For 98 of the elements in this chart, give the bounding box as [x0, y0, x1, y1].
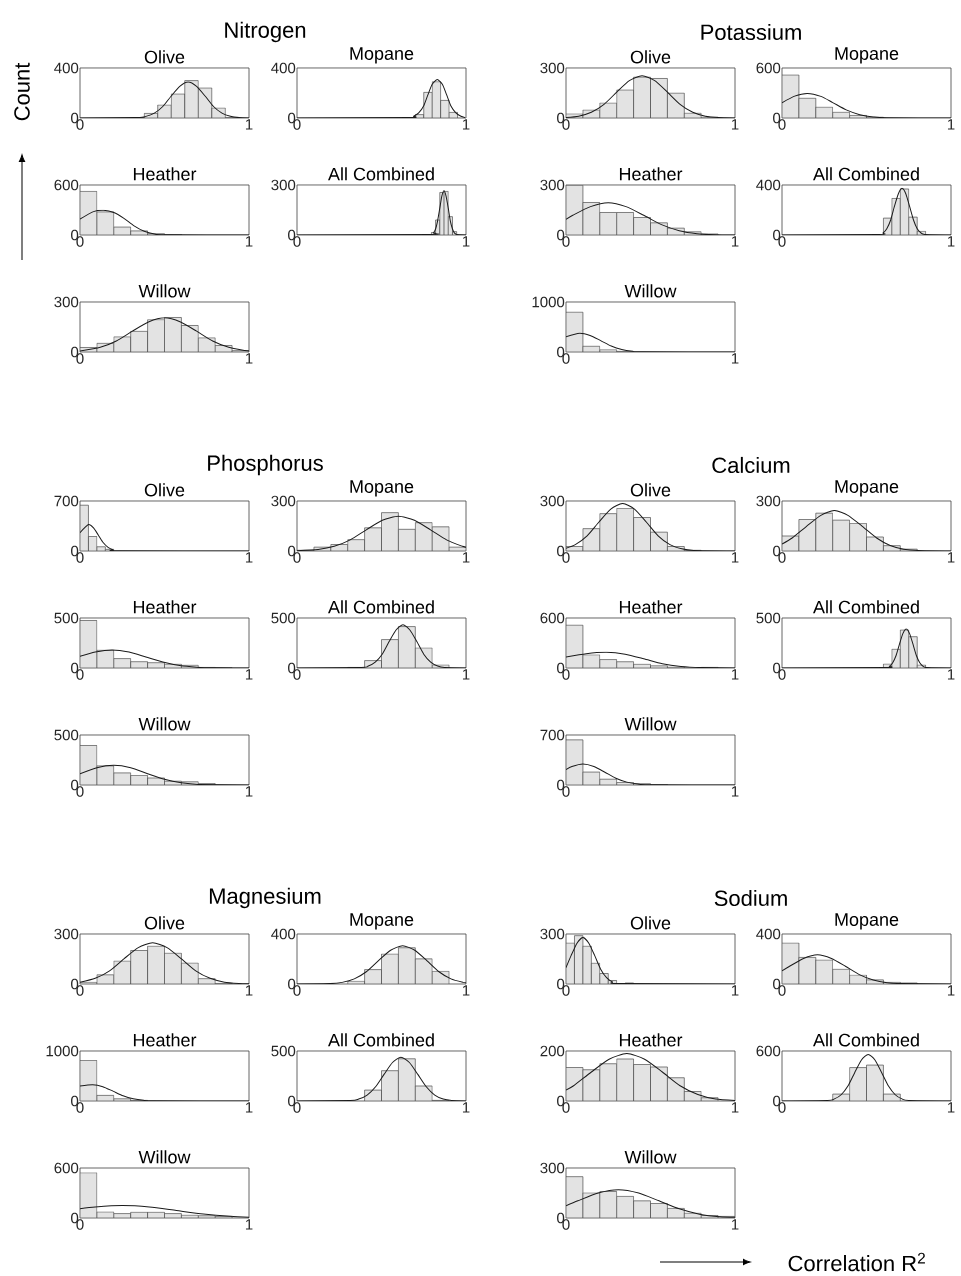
chart-title: All Combined [328, 1033, 434, 1047]
y-tick-label: 300 [540, 179, 565, 191]
chart-title: All Combined [813, 167, 919, 181]
y-tick-label: 300 [540, 1162, 565, 1174]
x-tick-label: 1 [731, 552, 739, 563]
x-tick-label: 1 [731, 786, 739, 797]
y-tick-label: 300 [54, 928, 79, 940]
x-tick-label: 1 [947, 119, 955, 130]
x-tick-label: 1 [245, 669, 253, 680]
y-tick-label: 400 [756, 928, 781, 940]
x-tick-label: 1 [462, 552, 470, 563]
chart-title: Olive [144, 916, 185, 930]
chart-title: All Combined [813, 1033, 919, 1047]
y-tick-label: 600 [540, 612, 565, 624]
x-tick-label: 1 [731, 985, 739, 996]
chart-title: Heather [133, 1033, 197, 1047]
chart-title: Mopane [350, 913, 414, 930]
x-tick-label: 1 [462, 236, 470, 247]
y-tick-label: 300 [271, 495, 296, 507]
y-tick-label: 1000 [46, 1045, 79, 1057]
y-tick-label: 600 [756, 62, 781, 74]
chart-title: Mopane [835, 47, 899, 64]
chart-title: Heather [619, 600, 683, 614]
y-tick-label: 300 [540, 928, 565, 940]
y-tick-label: 500 [271, 612, 296, 624]
y-tick-label: 400 [756, 179, 781, 191]
x-tick-label: 1 [731, 1219, 739, 1230]
chart-title: Mopane [350, 480, 414, 497]
chart-title: Heather [133, 600, 197, 614]
chart-title: Olive [630, 483, 671, 497]
chart-title: Willow [138, 717, 191, 731]
chart-title: Olive [144, 483, 185, 497]
chart-title: Mopane [350, 47, 414, 64]
text: Potassium [701, 23, 801, 41]
chart-title: Heather [133, 167, 197, 181]
y-tick-label: 500 [756, 612, 781, 624]
x-tick-label: 1 [731, 236, 739, 247]
y-tick-label: 1000 [532, 296, 565, 308]
x-tick-label: 1 [245, 1219, 253, 1230]
chart-title: All Combined [813, 600, 919, 614]
y-tick-label: 300 [540, 495, 565, 507]
x-tick-label: 1 [245, 353, 253, 364]
x-tick-label: 1 [947, 985, 955, 996]
chart-title: Willow [624, 284, 677, 298]
chart-title: Mopane [835, 480, 899, 497]
y-tick-label: 500 [271, 1045, 296, 1057]
y-tick-label: 500 [54, 612, 79, 624]
chart-title: All Combined [328, 167, 434, 181]
x-tick-label: 1 [245, 1102, 253, 1113]
chart-title: Mopane [835, 913, 899, 930]
x-tick-label: 1 [462, 119, 470, 130]
x-tick-label: 1 [245, 985, 253, 996]
x-tick-label: 1 [947, 1102, 955, 1113]
y-tick-label: 500 [54, 729, 79, 741]
x-tick-label: 1 [731, 353, 739, 364]
chart-title: Heather [619, 1033, 683, 1047]
y-tick-label: 300 [271, 179, 296, 191]
y-tick-label: 600 [54, 179, 79, 191]
text: Calcium [712, 456, 790, 474]
x-tick-label: 1 [947, 236, 955, 247]
y-tick-label: 600 [756, 1045, 781, 1057]
x-tick-label: 1 [947, 552, 955, 563]
chart-title: Olive [630, 916, 671, 930]
chart-title: All Combined [328, 600, 434, 614]
y-tick-label: 400 [271, 62, 296, 74]
chart-title: Willow [624, 717, 677, 731]
y-tick-label: 400 [54, 62, 79, 74]
chart-title: Willow [138, 284, 191, 298]
text: Nitrogen [225, 21, 306, 43]
x-tick-label: 1 [731, 1102, 739, 1113]
y-tick-label: 700 [540, 729, 565, 741]
chart-title: Olive [144, 50, 185, 64]
x-tick-label: 1 [462, 1102, 470, 1113]
text: Phosphorus [208, 454, 323, 476]
x-tick-label: 1 [731, 119, 739, 130]
chart-title: Olive [630, 50, 671, 64]
x-tick-label: 1 [731, 669, 739, 680]
y-tick-label: 600 [54, 1162, 79, 1174]
text: Magnesium [209, 887, 321, 909]
y-tick-label: 300 [540, 62, 565, 74]
x-tick-label: 1 [245, 552, 253, 563]
y-axis-title: Count [14, 62, 30, 121]
chart-title: Willow [138, 1150, 191, 1164]
chart-title: Heather [619, 167, 683, 181]
y-tick-label: 400 [271, 928, 296, 940]
x-tick-label: 1 [245, 236, 253, 247]
y-tick-label: 200 [540, 1045, 565, 1057]
x-tick-label: 1 [947, 669, 955, 680]
x-tick-label: 1 [462, 985, 470, 996]
y-tick-label: 300 [54, 296, 79, 308]
y-tick-label: 700 [54, 495, 79, 507]
x-tick-label: 1 [245, 786, 253, 797]
y-tick-label: 300 [756, 495, 781, 507]
text: Sodium [714, 889, 787, 907]
chart-title: Willow [624, 1150, 677, 1164]
x-tick-label: 1 [245, 119, 253, 130]
x-axis-title: Correlation R$^{2}$ [788, 1252, 925, 1272]
x-tick-label: 1 [462, 669, 470, 680]
